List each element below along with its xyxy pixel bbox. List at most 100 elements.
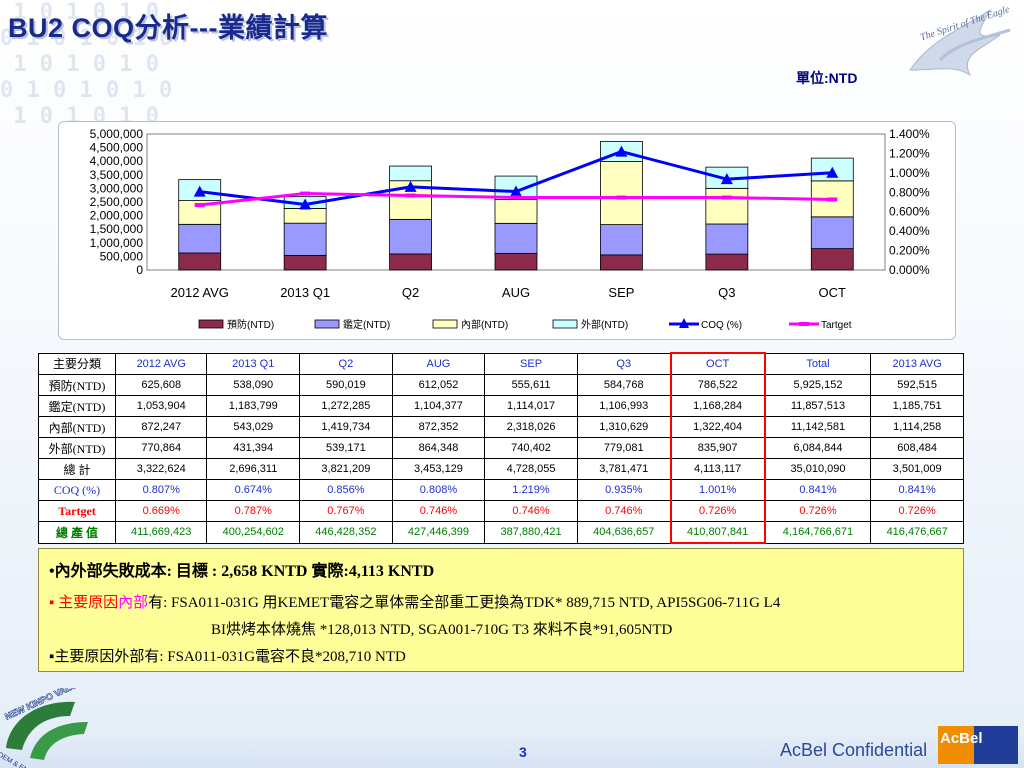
table-cell: 584,768	[576, 374, 672, 396]
table-row: 預防(NTD) 625,608 538,090 590,019 612,052 555,6…	[38, 374, 964, 396]
acbel-logo: AcBel	[938, 726, 1018, 764]
table-cell: 1,419,734	[299, 416, 393, 438]
table-cell: 1,185,751	[870, 395, 964, 417]
bar-segment	[494, 222, 538, 254]
y-left-tick-label: 3,500,000	[90, 168, 144, 182]
table-cell: 779,081	[576, 437, 672, 459]
binary-background: 1 0 1 0 1 0 0 1 0 1 0 1 0 1 0 1 0 1 0 0 …	[0, 0, 173, 129]
bar-segment	[389, 165, 432, 182]
table-row-label: 總 計	[38, 458, 116, 480]
table-cell: 0.807%	[114, 479, 208, 501]
table-cell: 0.726%	[764, 500, 872, 522]
table-cell: 608,484	[870, 437, 964, 459]
notes-internal-highlight: 內部	[118, 595, 149, 611]
table-cell: 0.726%	[870, 500, 964, 522]
notes-internal-detail: 有: FSA011-031G 用KEMET電容之單体需全部重工更換為TDK* 8…	[148, 595, 781, 611]
table-row-label: Tartget	[38, 500, 116, 522]
notes-internal-cause: ▪ 主要原因內部有: FSA011-031G 用KEMET電容之單体需全部重工更…	[49, 591, 953, 612]
table-row: 外部(NTD) 770,864 431,394 539,171 864,348 740,4…	[38, 437, 964, 459]
bar-segment	[705, 187, 749, 225]
legend-label: 鑑定(NTD)	[343, 318, 390, 331]
y-right-tick-label: 0.800%	[889, 185, 930, 199]
legend-swatch	[552, 319, 578, 329]
table-row: 總 產 值 411,669,423 400,254,602 446,428,352 42…	[38, 521, 964, 544]
line-point	[300, 191, 311, 196]
line-point	[194, 203, 205, 208]
table-cell: 1,104,377	[391, 395, 486, 417]
line-point	[616, 195, 627, 200]
confidential-label: AcBel Confidential	[780, 740, 928, 760]
legend-swatch	[314, 319, 340, 329]
table-row: 鑑定(NTD) 1,053,904 1,183,799 1,272,285 1,104,…	[38, 395, 964, 417]
bar-segment	[600, 224, 643, 256]
line-point	[299, 198, 312, 210]
table-cell: 0.746%	[484, 500, 578, 522]
y-left-tick-label: 2,500,000	[90, 195, 144, 209]
bar-segment	[494, 252, 538, 271]
x-tick-label: Q3	[718, 285, 735, 300]
legend-label: 內部(NTD)	[461, 318, 508, 331]
kinpo-logo: NEW KINPO VALUE OEM & EMS Partner	[0, 688, 88, 768]
table-cell: 538,090	[206, 374, 301, 396]
y-right-tick-label: 0.400%	[889, 224, 930, 238]
table-cell: 6,084,844	[764, 437, 872, 459]
table-cell: 410,807,841	[669, 521, 766, 544]
notes-internal-prefix: ▪ 主要原因	[49, 595, 119, 611]
table-row: 總 計 3,322,624 2,696,311 3,821,209 3,453,129 4…	[38, 458, 964, 480]
bar-segment	[389, 218, 432, 255]
y-left-tick-label: 2,000,000	[90, 209, 144, 223]
table-header-cell: Q2	[299, 352, 393, 375]
table-cell: 539,171	[299, 437, 393, 459]
legend-label: Tartget	[821, 320, 852, 331]
table-row-label: COQ (%)	[38, 479, 116, 501]
bar-segment	[705, 253, 749, 271]
line-point	[615, 145, 628, 157]
bar-segment	[600, 254, 643, 271]
legend-label: COQ (%)	[701, 320, 742, 331]
bar-segment	[283, 222, 327, 256]
table-cell: 0.808%	[391, 479, 486, 501]
table-cell: 3,453,129	[391, 458, 486, 480]
line-point	[826, 166, 839, 178]
line-point	[721, 195, 732, 200]
page-number: 3	[519, 744, 527, 760]
table-cell: 1,168,284	[669, 395, 766, 417]
table-cell: 1,106,993	[576, 395, 672, 417]
notes-box: •內外部失敗成本: 目標 : 2,658 KNTD 實際:4,113 KNTD …	[38, 548, 964, 672]
table-cell: 0.787%	[206, 500, 301, 522]
chart-svg: 5,000,0004,500,0004,000,0003,500,0003,00…	[90, 127, 930, 331]
table-cell: 872,352	[391, 416, 486, 438]
table-cell: 1,310,629	[576, 416, 672, 438]
table-cell: 864,348	[391, 437, 486, 459]
line-point	[511, 195, 521, 200]
table-cell: 0.935%	[576, 479, 672, 501]
y-left-tick-label: 0	[136, 263, 143, 277]
notes-external-cause: ▪主要原因外部有: FSA011-031G電容不良*208,710 NTD	[49, 649, 406, 665]
x-tick-label: OCT	[819, 285, 847, 300]
y-left-tick-label: 4,000,000	[90, 154, 144, 168]
kinpo-logo-subtext: OEM & EMS Partner	[0, 751, 56, 768]
table-header-row: 主要分類 2012 AVG 2013 Q1 Q2 AUG SEP Q3 OCT Total 201…	[38, 352, 964, 375]
eagle-icon: The Spirit of The Eagle	[909, 4, 1012, 77]
bar-segment	[810, 248, 854, 271]
y-left-tick-label: 1,000,000	[90, 236, 144, 250]
y-left-tick-label: 4,500,000	[90, 141, 144, 155]
line-point	[720, 173, 733, 185]
table-header-cell: 2012 AVG	[114, 352, 208, 375]
x-tick-label: 2013 Q1	[280, 285, 330, 300]
table-cell: 0.856%	[299, 479, 393, 501]
table-cell: 1.219%	[484, 479, 578, 501]
line-point	[827, 197, 838, 202]
table-cell: 0.726%	[669, 500, 766, 522]
table-cell: 625,608	[114, 374, 208, 396]
table-row: COQ (%) 0.807% 0.674% 0.856% 0.808% 1.219% 0.9…	[38, 479, 964, 501]
legend-marker	[679, 318, 689, 328]
table-cell: 592,515	[870, 374, 964, 396]
y-left-tick-label: 1,500,000	[90, 222, 144, 236]
legend-label: 外部(NTD)	[581, 318, 628, 331]
table-header-cell: 2013 AVG	[870, 352, 964, 375]
legend-label: 預防(NTD)	[227, 318, 274, 331]
bar-segment	[178, 223, 222, 254]
y-left-tick-label: 500,000	[100, 249, 144, 263]
bar-segment	[600, 161, 643, 225]
